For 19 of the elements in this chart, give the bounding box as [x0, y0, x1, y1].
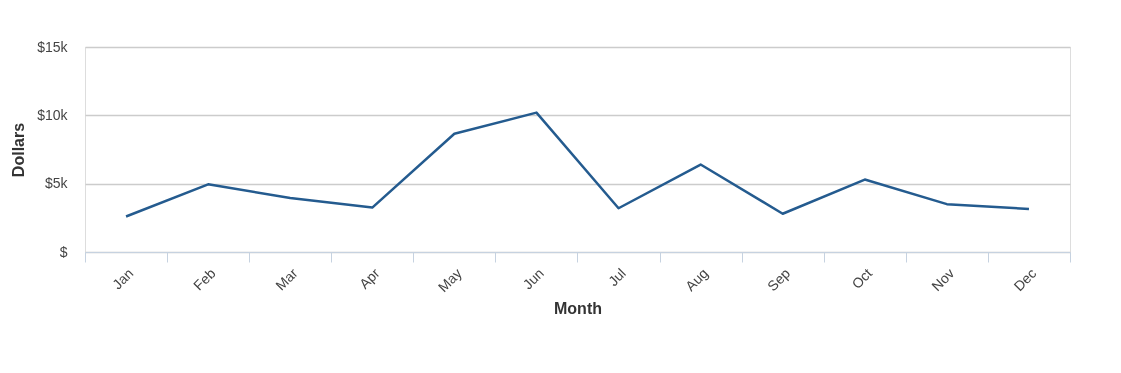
x-tick-label: Jun: [519, 265, 547, 293]
x-tick-label: May: [434, 265, 465, 296]
x-tick-label: Sep: [764, 264, 794, 295]
y-axis-title: Dollars: [10, 122, 28, 178]
x-tick-label: Mar: [272, 264, 301, 294]
x-axis-title: Month: [554, 300, 602, 318]
y-tick-label: $10k: [37, 106, 69, 123]
y-tick-label: $15k: [37, 38, 69, 55]
x-tick-label: Jul: [604, 265, 629, 290]
x-tick-label: Nov: [928, 265, 958, 295]
x-tick-label: Aug: [682, 265, 712, 295]
line-series: [124, 111, 1031, 218]
x-tick-label: Apr: [355, 264, 383, 292]
x-tick-label: Feb: [190, 264, 219, 294]
x-tick-label: Dec: [1010, 265, 1040, 295]
y-tick-label: $5k: [44, 175, 69, 192]
y-tick-label: $: [59, 243, 68, 260]
x-tick-label: Oct: [848, 265, 876, 292]
x-tick-label: Jan: [109, 265, 137, 293]
